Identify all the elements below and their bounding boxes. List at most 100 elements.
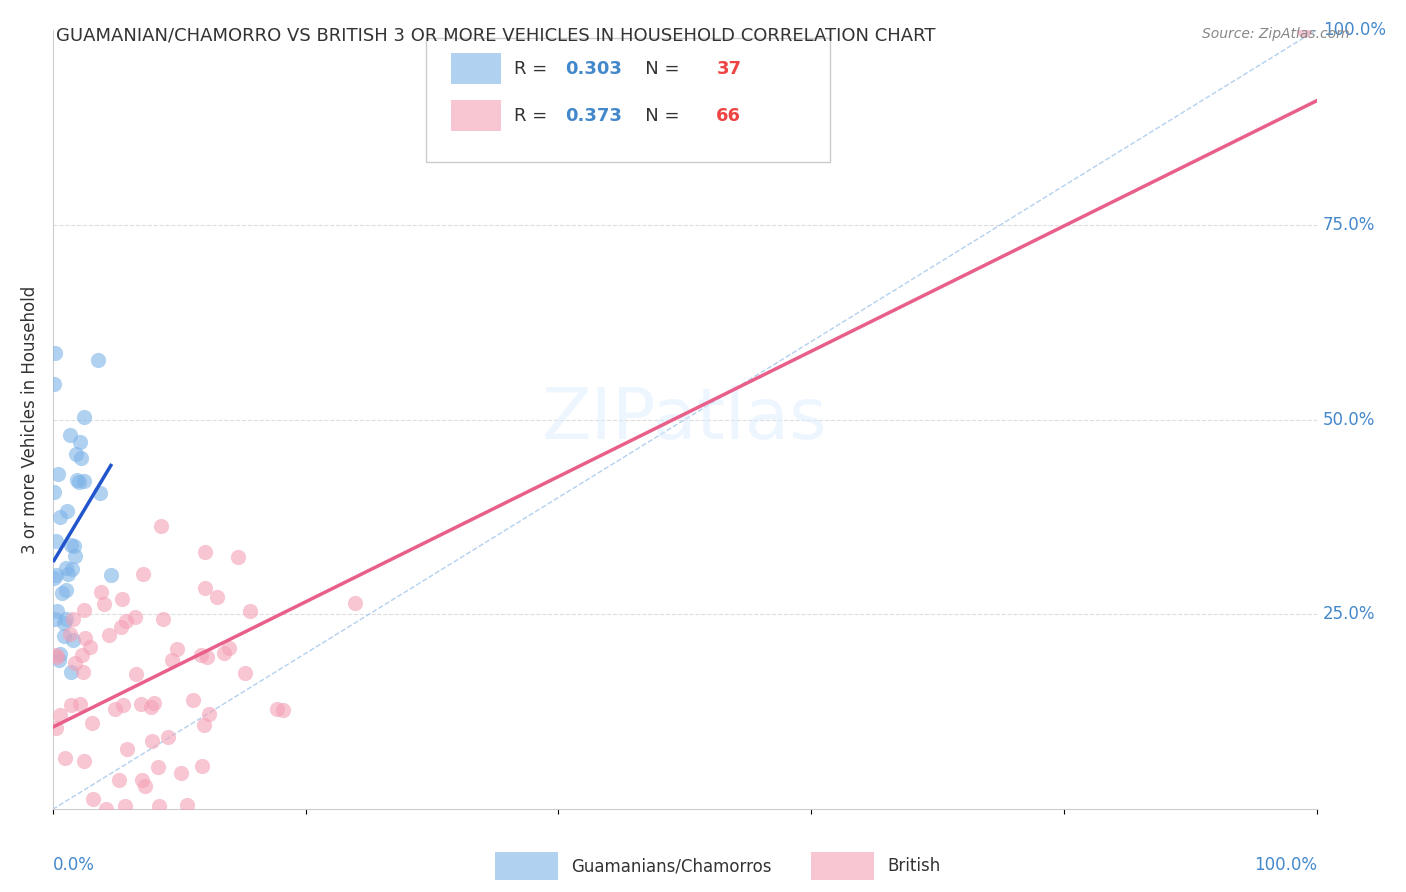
Point bbox=[129, 697, 152, 711]
Point bbox=[73, 631, 96, 645]
Point bbox=[176, 798, 198, 813]
Point bbox=[44, 346, 66, 360]
Point bbox=[59, 428, 82, 442]
Point bbox=[195, 650, 218, 665]
Point bbox=[62, 632, 84, 647]
Point bbox=[67, 475, 90, 489]
Point bbox=[114, 799, 136, 814]
Point bbox=[73, 754, 96, 768]
Point bbox=[82, 792, 104, 806]
Point bbox=[73, 603, 96, 617]
Text: Source: ZipAtlas.com: Source: ZipAtlas.com bbox=[1202, 27, 1350, 41]
Point bbox=[170, 766, 193, 780]
Point bbox=[271, 703, 294, 717]
Point bbox=[1294, 22, 1316, 37]
Point bbox=[55, 504, 77, 518]
Point bbox=[60, 562, 83, 576]
Point bbox=[42, 571, 65, 585]
Point bbox=[45, 649, 67, 664]
Point bbox=[148, 799, 170, 814]
Point bbox=[124, 610, 146, 624]
FancyBboxPatch shape bbox=[451, 100, 502, 131]
Point bbox=[87, 353, 110, 368]
Point bbox=[79, 640, 101, 654]
Point bbox=[63, 656, 86, 670]
Point bbox=[45, 534, 67, 549]
FancyBboxPatch shape bbox=[426, 37, 830, 162]
Point bbox=[115, 741, 138, 756]
Point bbox=[42, 376, 65, 391]
FancyBboxPatch shape bbox=[811, 852, 875, 880]
Point bbox=[55, 583, 77, 598]
Point bbox=[97, 627, 120, 641]
Point bbox=[212, 646, 235, 660]
Point bbox=[194, 545, 217, 559]
Point bbox=[111, 592, 134, 607]
Text: 50.0%: 50.0% bbox=[1323, 410, 1375, 428]
Point bbox=[62, 612, 84, 626]
Point bbox=[194, 581, 217, 595]
Point bbox=[65, 447, 87, 461]
Point bbox=[142, 696, 165, 710]
Point bbox=[63, 539, 86, 553]
Point bbox=[233, 666, 256, 681]
Point bbox=[239, 604, 262, 618]
Point bbox=[146, 760, 169, 774]
Point bbox=[44, 484, 66, 499]
Point bbox=[152, 612, 174, 626]
Point bbox=[72, 665, 94, 679]
Point bbox=[150, 518, 173, 533]
Point bbox=[46, 467, 69, 481]
FancyBboxPatch shape bbox=[451, 54, 502, 85]
Point bbox=[90, 585, 112, 599]
Point bbox=[59, 538, 82, 552]
Point bbox=[45, 567, 67, 582]
Point bbox=[49, 647, 72, 661]
Point bbox=[218, 641, 240, 656]
Point bbox=[45, 721, 67, 735]
Point bbox=[55, 561, 77, 575]
Point bbox=[139, 700, 162, 714]
Point bbox=[48, 653, 70, 667]
Point bbox=[344, 596, 367, 610]
Point bbox=[89, 486, 111, 500]
Point bbox=[190, 648, 212, 662]
Text: British: British bbox=[887, 857, 941, 875]
Point bbox=[69, 435, 91, 450]
Point bbox=[56, 566, 79, 581]
Point bbox=[110, 620, 132, 634]
Point bbox=[59, 698, 82, 713]
Point bbox=[104, 702, 127, 716]
Point bbox=[100, 568, 122, 582]
Text: N =: N = bbox=[628, 106, 685, 125]
Point bbox=[94, 802, 117, 816]
Point bbox=[141, 733, 163, 747]
Point bbox=[114, 614, 136, 628]
Point bbox=[160, 652, 183, 666]
Point bbox=[207, 590, 229, 604]
Point bbox=[69, 450, 91, 465]
Point bbox=[73, 409, 96, 424]
Point bbox=[63, 549, 86, 563]
Point bbox=[69, 697, 91, 711]
Point bbox=[59, 665, 82, 679]
Point bbox=[226, 549, 249, 564]
Point bbox=[55, 612, 77, 626]
Point bbox=[45, 648, 67, 662]
Point bbox=[112, 698, 135, 712]
Text: Guamanians/Chamorros: Guamanians/Chamorros bbox=[571, 857, 772, 875]
Point bbox=[48, 510, 70, 524]
Text: 100.0%: 100.0% bbox=[1254, 856, 1316, 874]
Text: ZIPatlas: ZIPatlas bbox=[541, 385, 828, 454]
Point bbox=[45, 604, 67, 618]
Point bbox=[51, 586, 73, 600]
Text: R =: R = bbox=[515, 60, 553, 78]
Text: R =: R = bbox=[515, 106, 553, 125]
Text: 66: 66 bbox=[716, 106, 741, 125]
Point bbox=[197, 706, 219, 721]
Point bbox=[166, 642, 188, 657]
Point bbox=[80, 715, 103, 730]
Text: 25.0%: 25.0% bbox=[1323, 606, 1375, 624]
Point bbox=[125, 667, 148, 681]
Point bbox=[108, 772, 131, 787]
